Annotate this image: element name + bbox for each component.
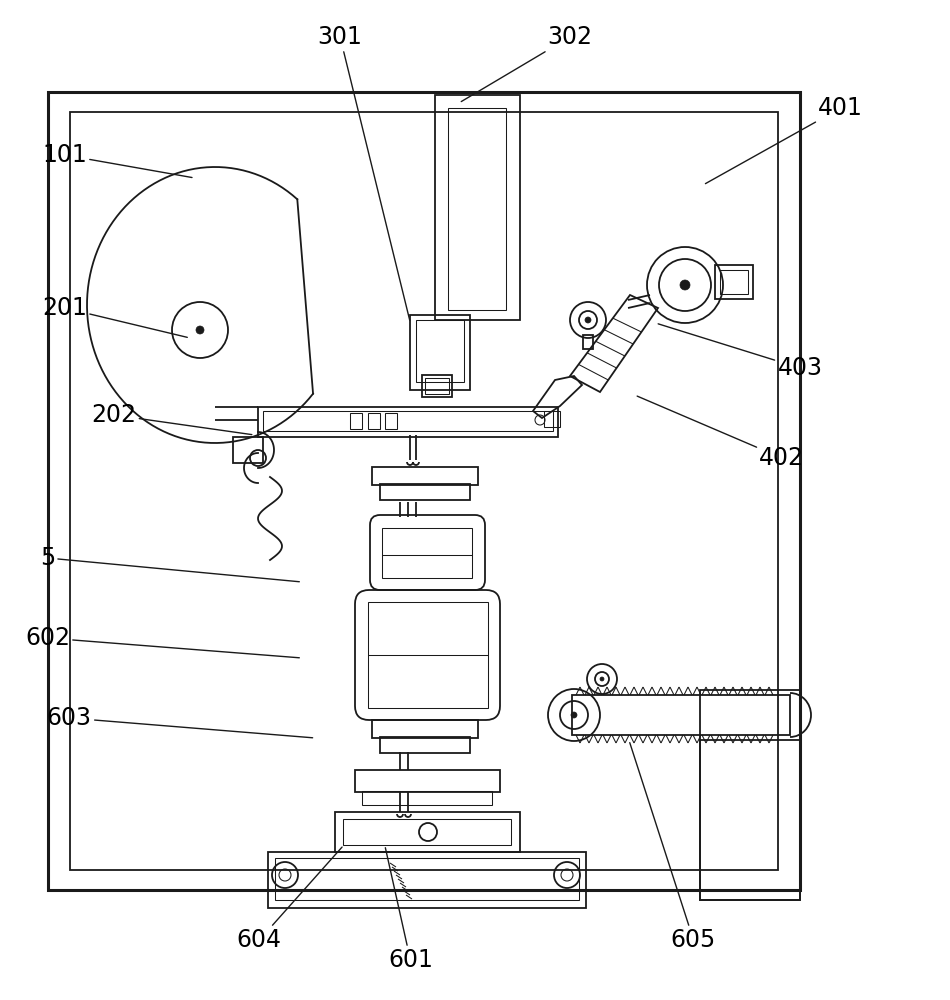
Bar (410, 315, 470, 390)
Text: 604: 604 (237, 847, 342, 952)
Bar (263, 411, 553, 431)
Bar (268, 852, 586, 908)
Bar (700, 740, 800, 900)
Bar (720, 270, 748, 294)
Bar (355, 770, 500, 792)
Bar (275, 858, 579, 900)
Text: 401: 401 (706, 96, 864, 184)
Text: 402: 402 (637, 396, 805, 470)
Bar (382, 528, 472, 578)
Bar (385, 413, 397, 429)
Text: 302: 302 (462, 25, 593, 102)
Bar (258, 407, 558, 437)
Bar (362, 791, 492, 805)
Text: 403: 403 (658, 324, 823, 380)
Circle shape (600, 677, 604, 681)
Bar (368, 413, 380, 429)
Bar (715, 265, 753, 299)
Bar (544, 411, 560, 427)
Text: 101: 101 (42, 143, 192, 178)
Circle shape (571, 712, 577, 718)
Bar (368, 602, 488, 708)
Circle shape (680, 280, 690, 290)
Bar (372, 720, 478, 738)
Bar (48, 92, 800, 890)
Text: 602: 602 (25, 626, 299, 658)
Bar (422, 375, 452, 397)
Bar (70, 112, 778, 870)
Bar (435, 95, 520, 320)
Bar (380, 737, 470, 753)
Bar (380, 484, 470, 500)
Text: 603: 603 (47, 706, 313, 738)
Bar (350, 413, 362, 429)
Bar (233, 437, 263, 463)
Text: 202: 202 (91, 403, 252, 435)
Bar (416, 320, 464, 382)
Bar (425, 378, 449, 394)
Bar (335, 812, 520, 852)
Circle shape (585, 317, 591, 323)
Text: 605: 605 (630, 743, 716, 952)
Text: 301: 301 (317, 25, 409, 320)
Text: 201: 201 (42, 296, 187, 337)
Bar (372, 467, 478, 485)
Bar (572, 695, 790, 735)
Bar (448, 108, 506, 310)
Text: 601: 601 (386, 848, 433, 972)
Circle shape (196, 326, 204, 334)
Bar (583, 335, 593, 349)
Bar (343, 819, 511, 845)
Bar (700, 690, 800, 900)
Text: 5: 5 (40, 546, 299, 582)
